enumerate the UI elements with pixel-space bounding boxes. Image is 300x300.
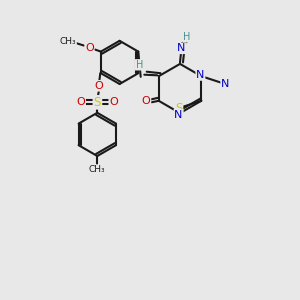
Text: H: H	[183, 32, 190, 42]
Text: O: O	[142, 96, 151, 106]
Text: N: N	[174, 110, 183, 120]
Text: S: S	[94, 96, 101, 109]
Text: S: S	[175, 102, 182, 115]
Text: H: H	[136, 60, 143, 70]
Text: O: O	[85, 43, 94, 53]
Text: O: O	[110, 97, 118, 107]
Text: CH₃: CH₃	[60, 37, 76, 46]
Text: N: N	[196, 70, 205, 80]
Text: N: N	[177, 43, 185, 53]
Text: O: O	[94, 81, 103, 91]
Text: O: O	[76, 97, 85, 107]
Text: N: N	[221, 80, 230, 89]
Text: CH₃: CH₃	[89, 165, 106, 174]
